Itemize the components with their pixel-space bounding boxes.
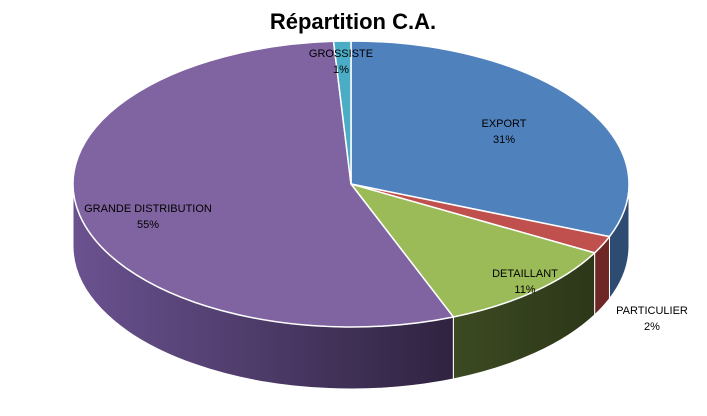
pie-depth [72,183,630,390]
value-grande-distribution: 55% [137,219,159,231]
value-grossiste: 1% [333,64,349,76]
chart-title: Répartition C.A. [270,9,436,34]
label-particulier: PARTICULIER [616,305,688,317]
value-export: 31% [493,134,515,146]
slice-detaillant [349,182,597,318]
value-detaillant: 11% [514,284,535,296]
label-detaillant: DETAILLANT [492,268,558,280]
slice-labels: EXPORT 31% PARTICULIER 2% DETAILLANT 11% GRAND… [84,48,688,333]
slice-grande-distribution [72,40,455,328]
label-grande-distribution: GRANDE DISTRIBUTION [84,203,212,215]
value-particulier: 2% [644,321,660,333]
slice-export [350,40,630,238]
label-grossiste: GROSSISTE [309,48,373,60]
pie-slices [72,40,630,328]
label-export: EXPORT [481,118,526,130]
slice-grossiste [332,40,352,185]
